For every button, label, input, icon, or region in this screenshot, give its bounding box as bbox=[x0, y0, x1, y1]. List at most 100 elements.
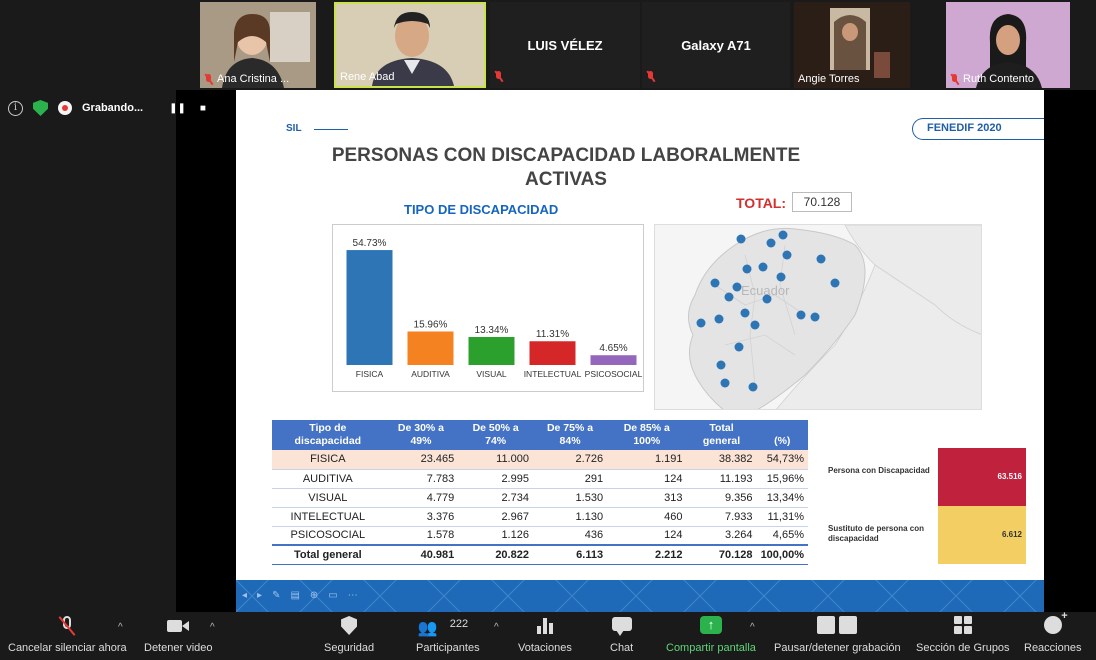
data-table: Tipo de discapacidad De 30% a 49% De 50% a… bbox=[272, 420, 808, 565]
audio-options-caret[interactable]: ^ bbox=[118, 622, 123, 633]
map-location-marker bbox=[782, 250, 792, 260]
participant-tile[interactable]: LUIS VÉLEZ bbox=[490, 2, 640, 88]
table-header-cell: De 30% a 49% bbox=[383, 420, 459, 450]
breakout-rooms-button[interactable]: Sección de Grupos bbox=[916, 616, 1010, 654]
bar-value-label: 4.65% bbox=[599, 343, 627, 354]
pause-recording-button[interactable]: ❚❚ bbox=[169, 102, 186, 114]
pen-icon[interactable]: ✎ bbox=[272, 590, 281, 601]
subtitle-icon[interactable]: ▭ bbox=[328, 590, 338, 601]
table-cell: 2.212 bbox=[607, 544, 687, 565]
table-cell: 38.382 bbox=[686, 450, 757, 470]
table-cell: 20.822 bbox=[458, 544, 533, 565]
participant-tile[interactable]: Ruth Contento bbox=[946, 2, 1070, 88]
bar-category-label: PSICOSOCIAL bbox=[585, 369, 643, 379]
stop-recording-button[interactable]: ■ bbox=[199, 102, 206, 114]
encryption-shield-icon[interactable] bbox=[33, 100, 48, 116]
participant-tile[interactable]: Galaxy A71 bbox=[642, 2, 790, 88]
table-cell: 7.783 bbox=[383, 469, 459, 489]
annotation-toolbar: ◂ ▸ ✎ ▤ ⊕ ▭ ⋯ bbox=[242, 590, 358, 601]
total-label: TOTAL: bbox=[736, 195, 787, 211]
bar-category-label: VISUAL bbox=[476, 369, 507, 379]
table-row: VISUAL 4.779 2.734 1.530 313 9.356 13,34% bbox=[272, 488, 808, 508]
participant-tile[interactable]: Ana Cristina ... bbox=[200, 2, 316, 88]
map-location-marker bbox=[714, 314, 724, 324]
bar-category-label: AUDITIVA bbox=[411, 369, 450, 379]
participants-button[interactable]: 👥 222 Participantes bbox=[416, 618, 480, 654]
table-row: Total general 40.981 20.822 6.113 2.212 70.12… bbox=[272, 544, 808, 565]
prev-slide-icon[interactable]: ◂ bbox=[242, 590, 248, 601]
table-row: INTELECTUAL 3.376 2.967 1.130 460 7.933 11,31% bbox=[272, 507, 808, 527]
map-location-marker bbox=[778, 230, 788, 240]
table-cell: 6.113 bbox=[532, 544, 608, 565]
table-cell: 13,34% bbox=[756, 488, 808, 508]
participant-name: Galaxy A71 bbox=[681, 37, 751, 53]
map-location-marker bbox=[742, 264, 752, 274]
table-row: FISICA 23.465 11.000 2.726 1.191 38.382 54,73% bbox=[272, 450, 808, 470]
mic-muted-icon bbox=[56, 616, 78, 636]
table-cell: 3.376 bbox=[383, 507, 459, 527]
zoom-icon[interactable]: ⊕ bbox=[309, 590, 319, 601]
security-button[interactable]: Seguridad bbox=[324, 616, 374, 654]
map-country-label: Ecuador bbox=[741, 283, 790, 298]
table-cell: 1.191 bbox=[607, 450, 687, 470]
recording-control-button[interactable]: Pausar/detener grabación bbox=[774, 616, 901, 654]
summary-row: Persona con Discapacidad 63.516 bbox=[822, 448, 1026, 506]
participant-tile[interactable]: Angie Torres bbox=[794, 2, 910, 88]
share-screen-button[interactable]: ↑ Compartir pantalla bbox=[666, 616, 756, 654]
participant-name: Rene Abad bbox=[340, 71, 395, 83]
table-cell: 1.530 bbox=[532, 488, 608, 508]
table-cell: 2.967 bbox=[458, 507, 533, 527]
bar-visual bbox=[468, 336, 515, 365]
map-location-marker bbox=[716, 360, 726, 370]
chat-icon bbox=[611, 616, 633, 636]
table-cell: 436 bbox=[532, 526, 608, 546]
total-value: 70.128 bbox=[792, 192, 852, 212]
next-slide-icon[interactable]: ▸ bbox=[257, 590, 263, 601]
bar-auditiva bbox=[407, 331, 454, 365]
polls-button[interactable]: Votaciones bbox=[518, 616, 572, 654]
table-cell: 11.000 bbox=[458, 450, 533, 470]
unmute-button[interactable]: Cancelar silenciar ahora bbox=[8, 616, 127, 654]
summary-label: Sustituto de persona con discapacidad bbox=[828, 524, 925, 543]
pause-stop-icon bbox=[817, 616, 858, 636]
slides-icon[interactable]: ▤ bbox=[290, 590, 300, 601]
video-options-caret[interactable]: ^ bbox=[210, 622, 215, 633]
meeting-status-bar: i Grabando... ❚❚ ■ bbox=[8, 98, 206, 118]
mic-muted-icon bbox=[646, 70, 655, 85]
table-header-cell: Tipo de discapacidad bbox=[272, 420, 384, 450]
table-row: AUDITIVA 7.783 2.995 291 124 11.193 15,96% bbox=[272, 469, 808, 489]
table-header-cell: Total general bbox=[686, 420, 757, 450]
recording-controls: ❚❚ ■ bbox=[169, 103, 206, 114]
participant-video bbox=[946, 2, 1070, 88]
stop-video-button[interactable]: Detener video bbox=[144, 616, 213, 654]
meeting-info-icon[interactable]: i bbox=[8, 100, 23, 116]
slide-badge: FENEDIF 2020 bbox=[912, 118, 1044, 140]
participants-options-caret[interactable]: ^ bbox=[494, 622, 499, 633]
participant-name: Ana Cristina ... bbox=[204, 73, 289, 85]
reactions-button[interactable]: Reacciones bbox=[1024, 610, 1081, 654]
bar-chart: 54.73% FISICA 15.96% AUDITIVA 13.34% VISUAL 11… bbox=[332, 224, 644, 392]
map-svg: Ecuador bbox=[655, 225, 981, 409]
participant-video bbox=[200, 2, 316, 88]
participants-icon: 👥 222 bbox=[417, 618, 469, 637]
table-cell: 1.126 bbox=[458, 526, 533, 546]
map-location-marker bbox=[810, 312, 820, 322]
table-cell: 54,73% bbox=[756, 450, 808, 470]
participant-video bbox=[336, 4, 484, 86]
chart-title: TIPO DE DISCAPACIDAD bbox=[404, 202, 559, 217]
table-cell: 124 bbox=[607, 469, 687, 489]
meeting-toolbar: Cancelar silenciar ahora ^ Detener video… bbox=[0, 610, 1096, 660]
table-cell: 124 bbox=[607, 526, 687, 546]
more-icon[interactable]: ⋯ bbox=[347, 590, 358, 601]
smiley-icon bbox=[1042, 610, 1068, 636]
mic-muted-icon bbox=[204, 73, 213, 85]
mic-muted-icon bbox=[950, 73, 959, 85]
summary-label: Persona con Discapacidad bbox=[828, 466, 930, 475]
participant-tile-active-speaker[interactable]: Rene Abad bbox=[334, 2, 486, 88]
share-options-caret[interactable]: ^ bbox=[750, 622, 755, 633]
map-location-marker bbox=[710, 278, 720, 288]
recording-icon bbox=[58, 101, 72, 115]
table-cell: 1.130 bbox=[532, 507, 608, 527]
chat-button[interactable]: Chat bbox=[610, 616, 633, 654]
table-cell: 460 bbox=[607, 507, 687, 527]
